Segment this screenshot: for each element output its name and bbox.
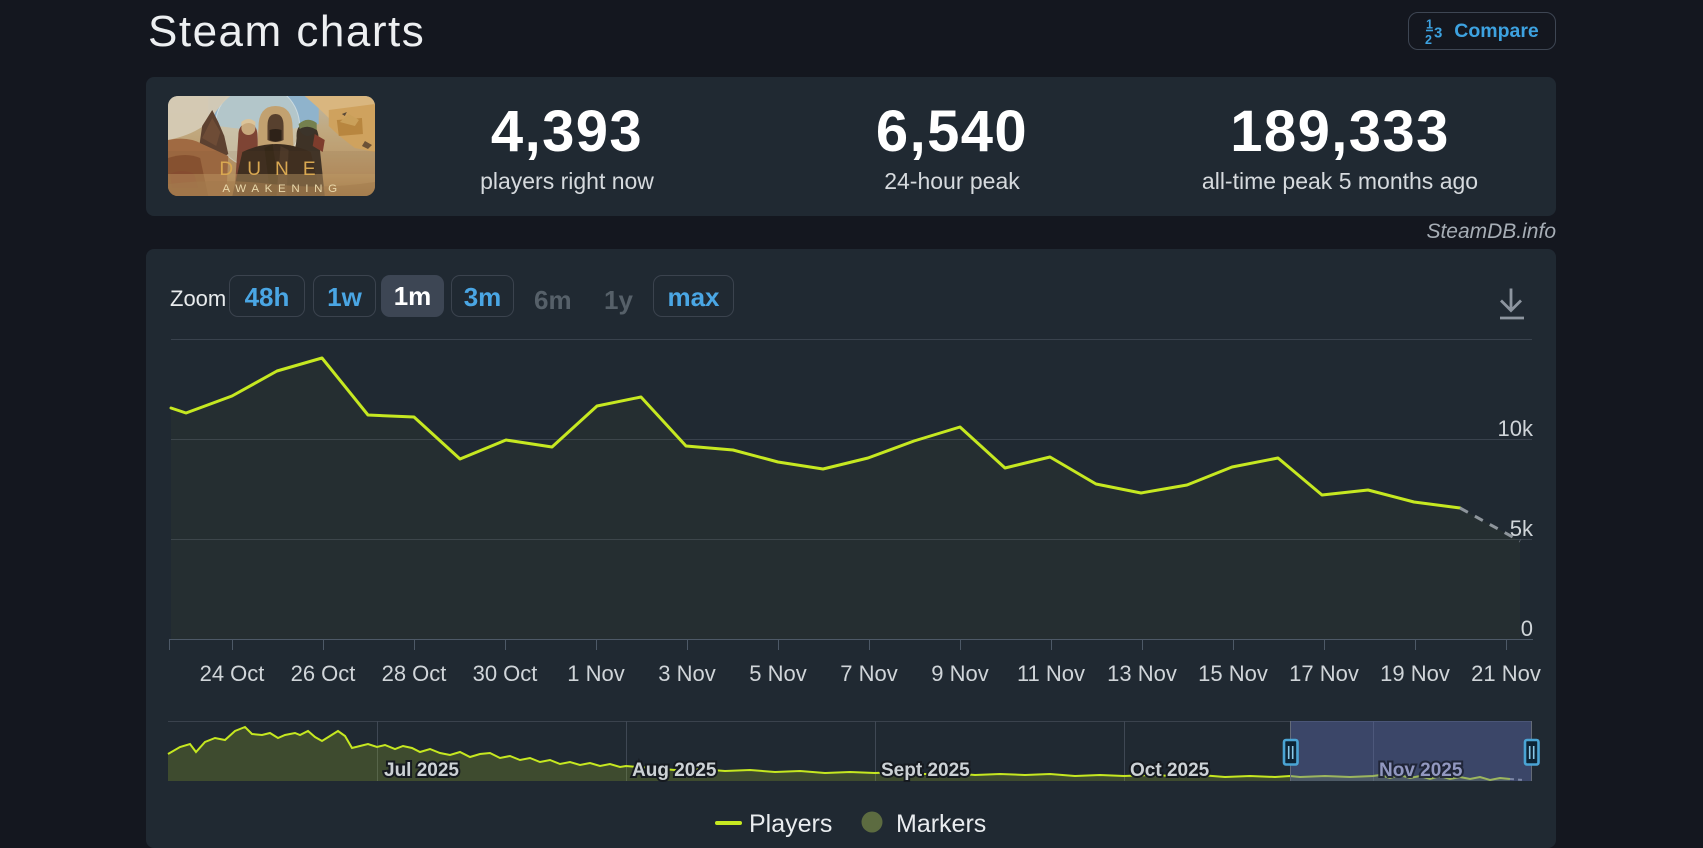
svg-text:19 Nov: 19 Nov (1380, 661, 1450, 686)
svg-text:Oct 2025: Oct 2025 (1130, 760, 1210, 781)
svg-text:Sept 2025: Sept 2025 (881, 760, 970, 781)
svg-text:24 Oct: 24 Oct (200, 661, 265, 686)
svg-text:7 Nov: 7 Nov (840, 661, 897, 686)
svg-text:3: 3 (1434, 24, 1442, 41)
svg-text:5k: 5k (1510, 516, 1534, 541)
svg-text:Jul 2025: Jul 2025 (384, 760, 459, 781)
svg-text:17 Nov: 17 Nov (1289, 661, 1359, 686)
svg-text:Markers: Markers (896, 810, 986, 838)
svg-text:26 Oct: 26 Oct (291, 661, 356, 686)
svg-text:3 Nov: 3 Nov (658, 661, 715, 686)
svg-text:5 Nov: 5 Nov (749, 661, 806, 686)
svg-text:2: 2 (1425, 33, 1432, 45)
svg-text:15 Nov: 15 Nov (1198, 661, 1268, 686)
svg-text:Players: Players (749, 810, 832, 838)
svg-text:30 Oct: 30 Oct (473, 661, 538, 686)
svg-text:13 Nov: 13 Nov (1107, 661, 1177, 686)
svg-text:10k: 10k (1498, 416, 1534, 441)
svg-text:28 Oct: 28 Oct (382, 661, 447, 686)
svg-text:AWAKENING: AWAKENING (222, 183, 342, 195)
svg-text:21 Nov: 21 Nov (1471, 661, 1541, 686)
svg-text:1 Nov: 1 Nov (567, 661, 624, 686)
svg-text:9 Nov: 9 Nov (931, 661, 988, 686)
svg-text:Aug 2025: Aug 2025 (632, 760, 717, 781)
svg-text:1: 1 (1426, 18, 1433, 32)
svg-text:DUNE: DUNE (219, 159, 329, 180)
svg-text:11 Nov: 11 Nov (1017, 661, 1085, 686)
svg-text:0: 0 (1521, 616, 1533, 641)
svg-text:Nov 2025: Nov 2025 (1379, 760, 1463, 781)
